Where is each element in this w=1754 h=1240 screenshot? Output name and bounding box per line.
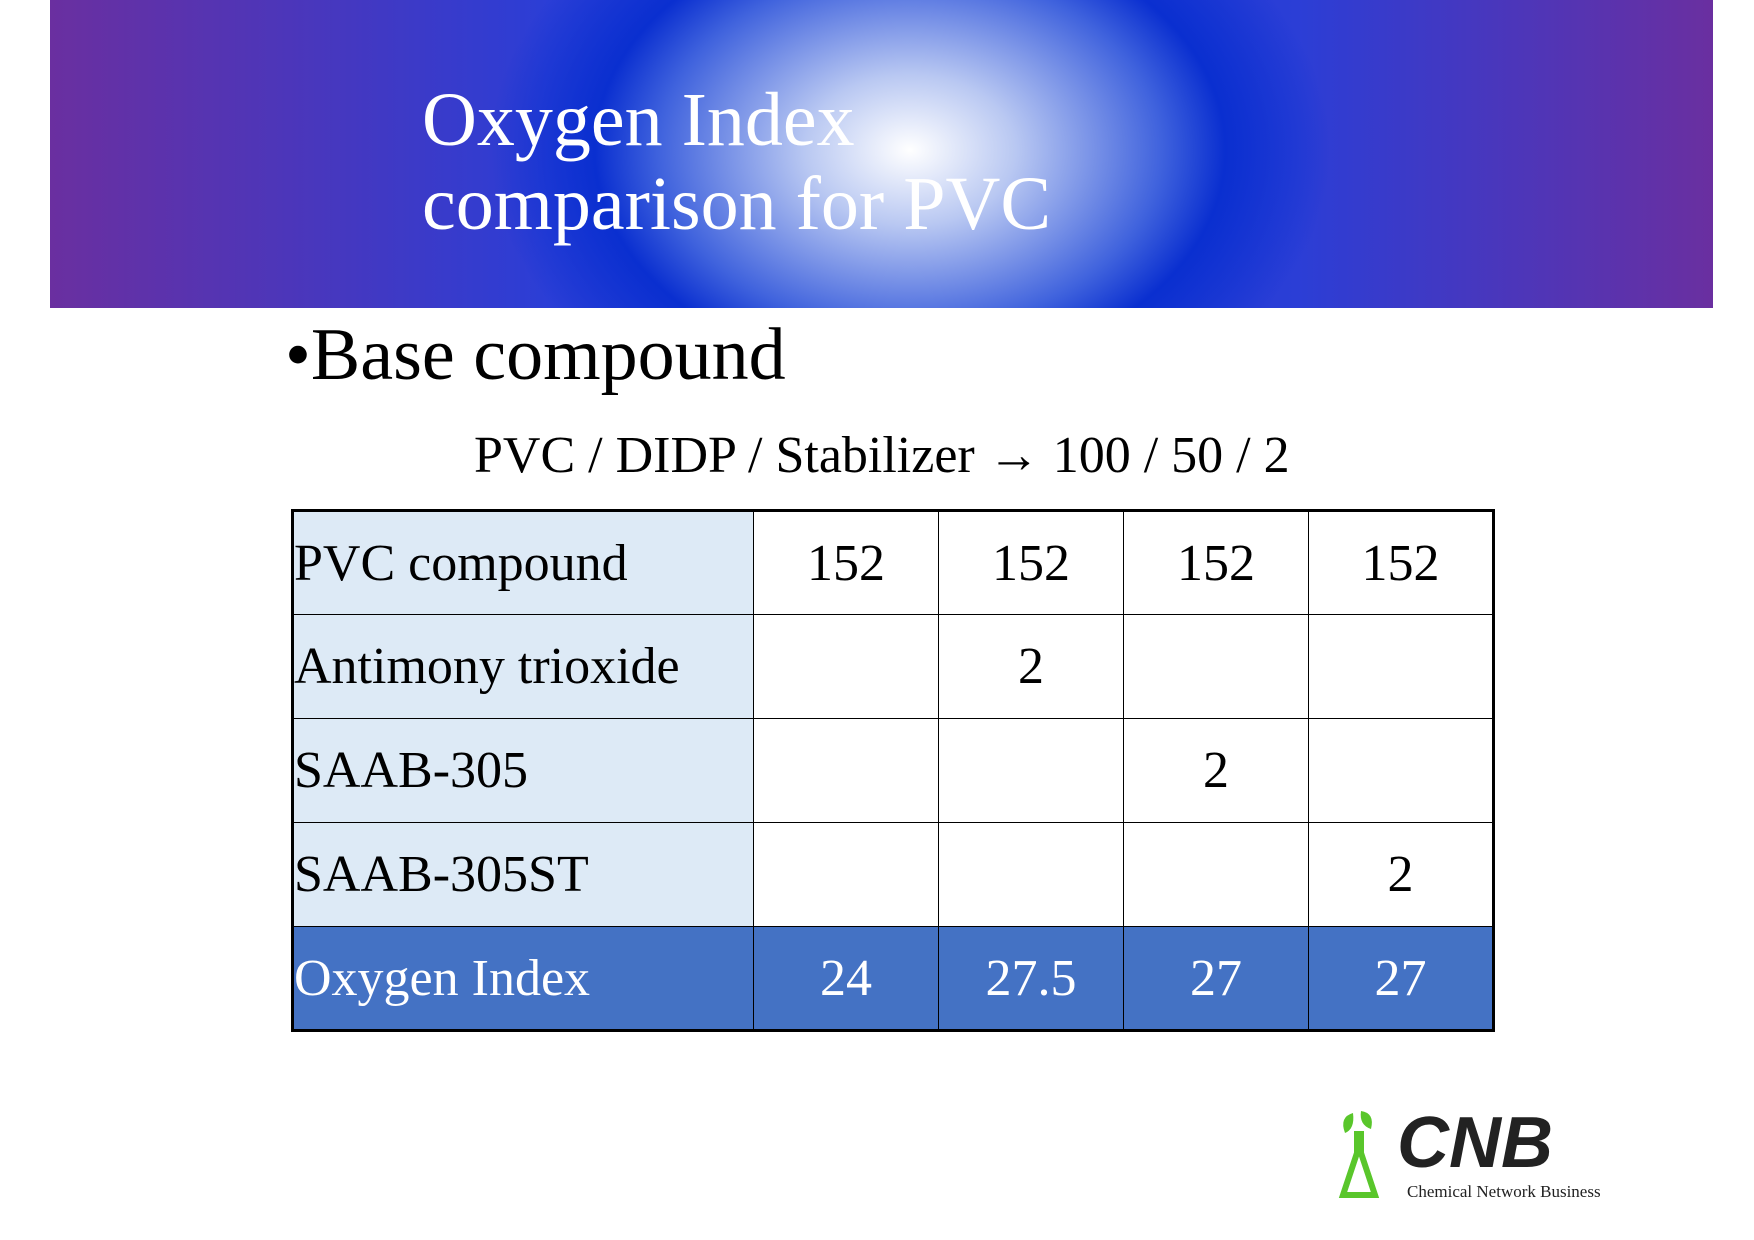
cell: 27 (1308, 926, 1494, 1031)
bullet: •Base compound (285, 314, 786, 396)
cell: 152 (1308, 510, 1494, 615)
cell: 152 (1123, 510, 1309, 615)
logo-mark: CNB (1397, 1105, 1553, 1183)
cell (938, 718, 1124, 823)
cell: 2 (1308, 822, 1494, 927)
table-row: SAAB-305 2 (292, 718, 1494, 823)
cell: 2 (1123, 718, 1309, 823)
cell (1123, 822, 1309, 927)
header-banner: Oxygen Index comparison for PVC (50, 0, 1713, 308)
table-row: PVC compound 152 152 152 152 (292, 510, 1494, 615)
table-row: SAAB-305ST 2 (292, 822, 1494, 927)
logo: CNB Chemical Network Business (1338, 1105, 1601, 1201)
cell (1123, 614, 1309, 719)
flask-icon (1338, 1131, 1380, 1198)
logo-tagline: Chemical Network Business (1407, 1182, 1601, 1201)
cell: 24 (753, 926, 939, 1031)
cell (753, 822, 939, 927)
cell (938, 822, 1124, 927)
row-label: PVC compound (292, 510, 754, 615)
cell: 27.5 (938, 926, 1124, 1031)
row-label: SAAB-305ST (292, 822, 754, 927)
cell: 152 (753, 510, 939, 615)
title-line: Oxygen Index (422, 78, 855, 162)
table-row: Oxygen Index 24 27.5 27 27 (292, 926, 1494, 1031)
data-table: PVC compound 152 152 152 152 Antimony trioxid… (291, 509, 1495, 1032)
row-label: Antimony trioxide (292, 614, 754, 719)
cell: 2 (938, 614, 1124, 719)
formula: PVC / DIDP / Stabilizer → 100 / 50 / 2 (474, 427, 1290, 484)
row-label: SAAB-305 (292, 718, 754, 823)
cell (753, 718, 939, 823)
table-row: Antimony trioxide 2 (292, 614, 1494, 719)
title-line: comparison for PVC (422, 162, 1052, 246)
cell: 27 (1123, 926, 1309, 1031)
cell (753, 614, 939, 719)
row-label: Oxygen Index (292, 926, 754, 1031)
cell: 152 (938, 510, 1124, 615)
cell (1308, 718, 1494, 823)
cell (1308, 614, 1494, 719)
leaf-icon (1343, 1111, 1372, 1133)
